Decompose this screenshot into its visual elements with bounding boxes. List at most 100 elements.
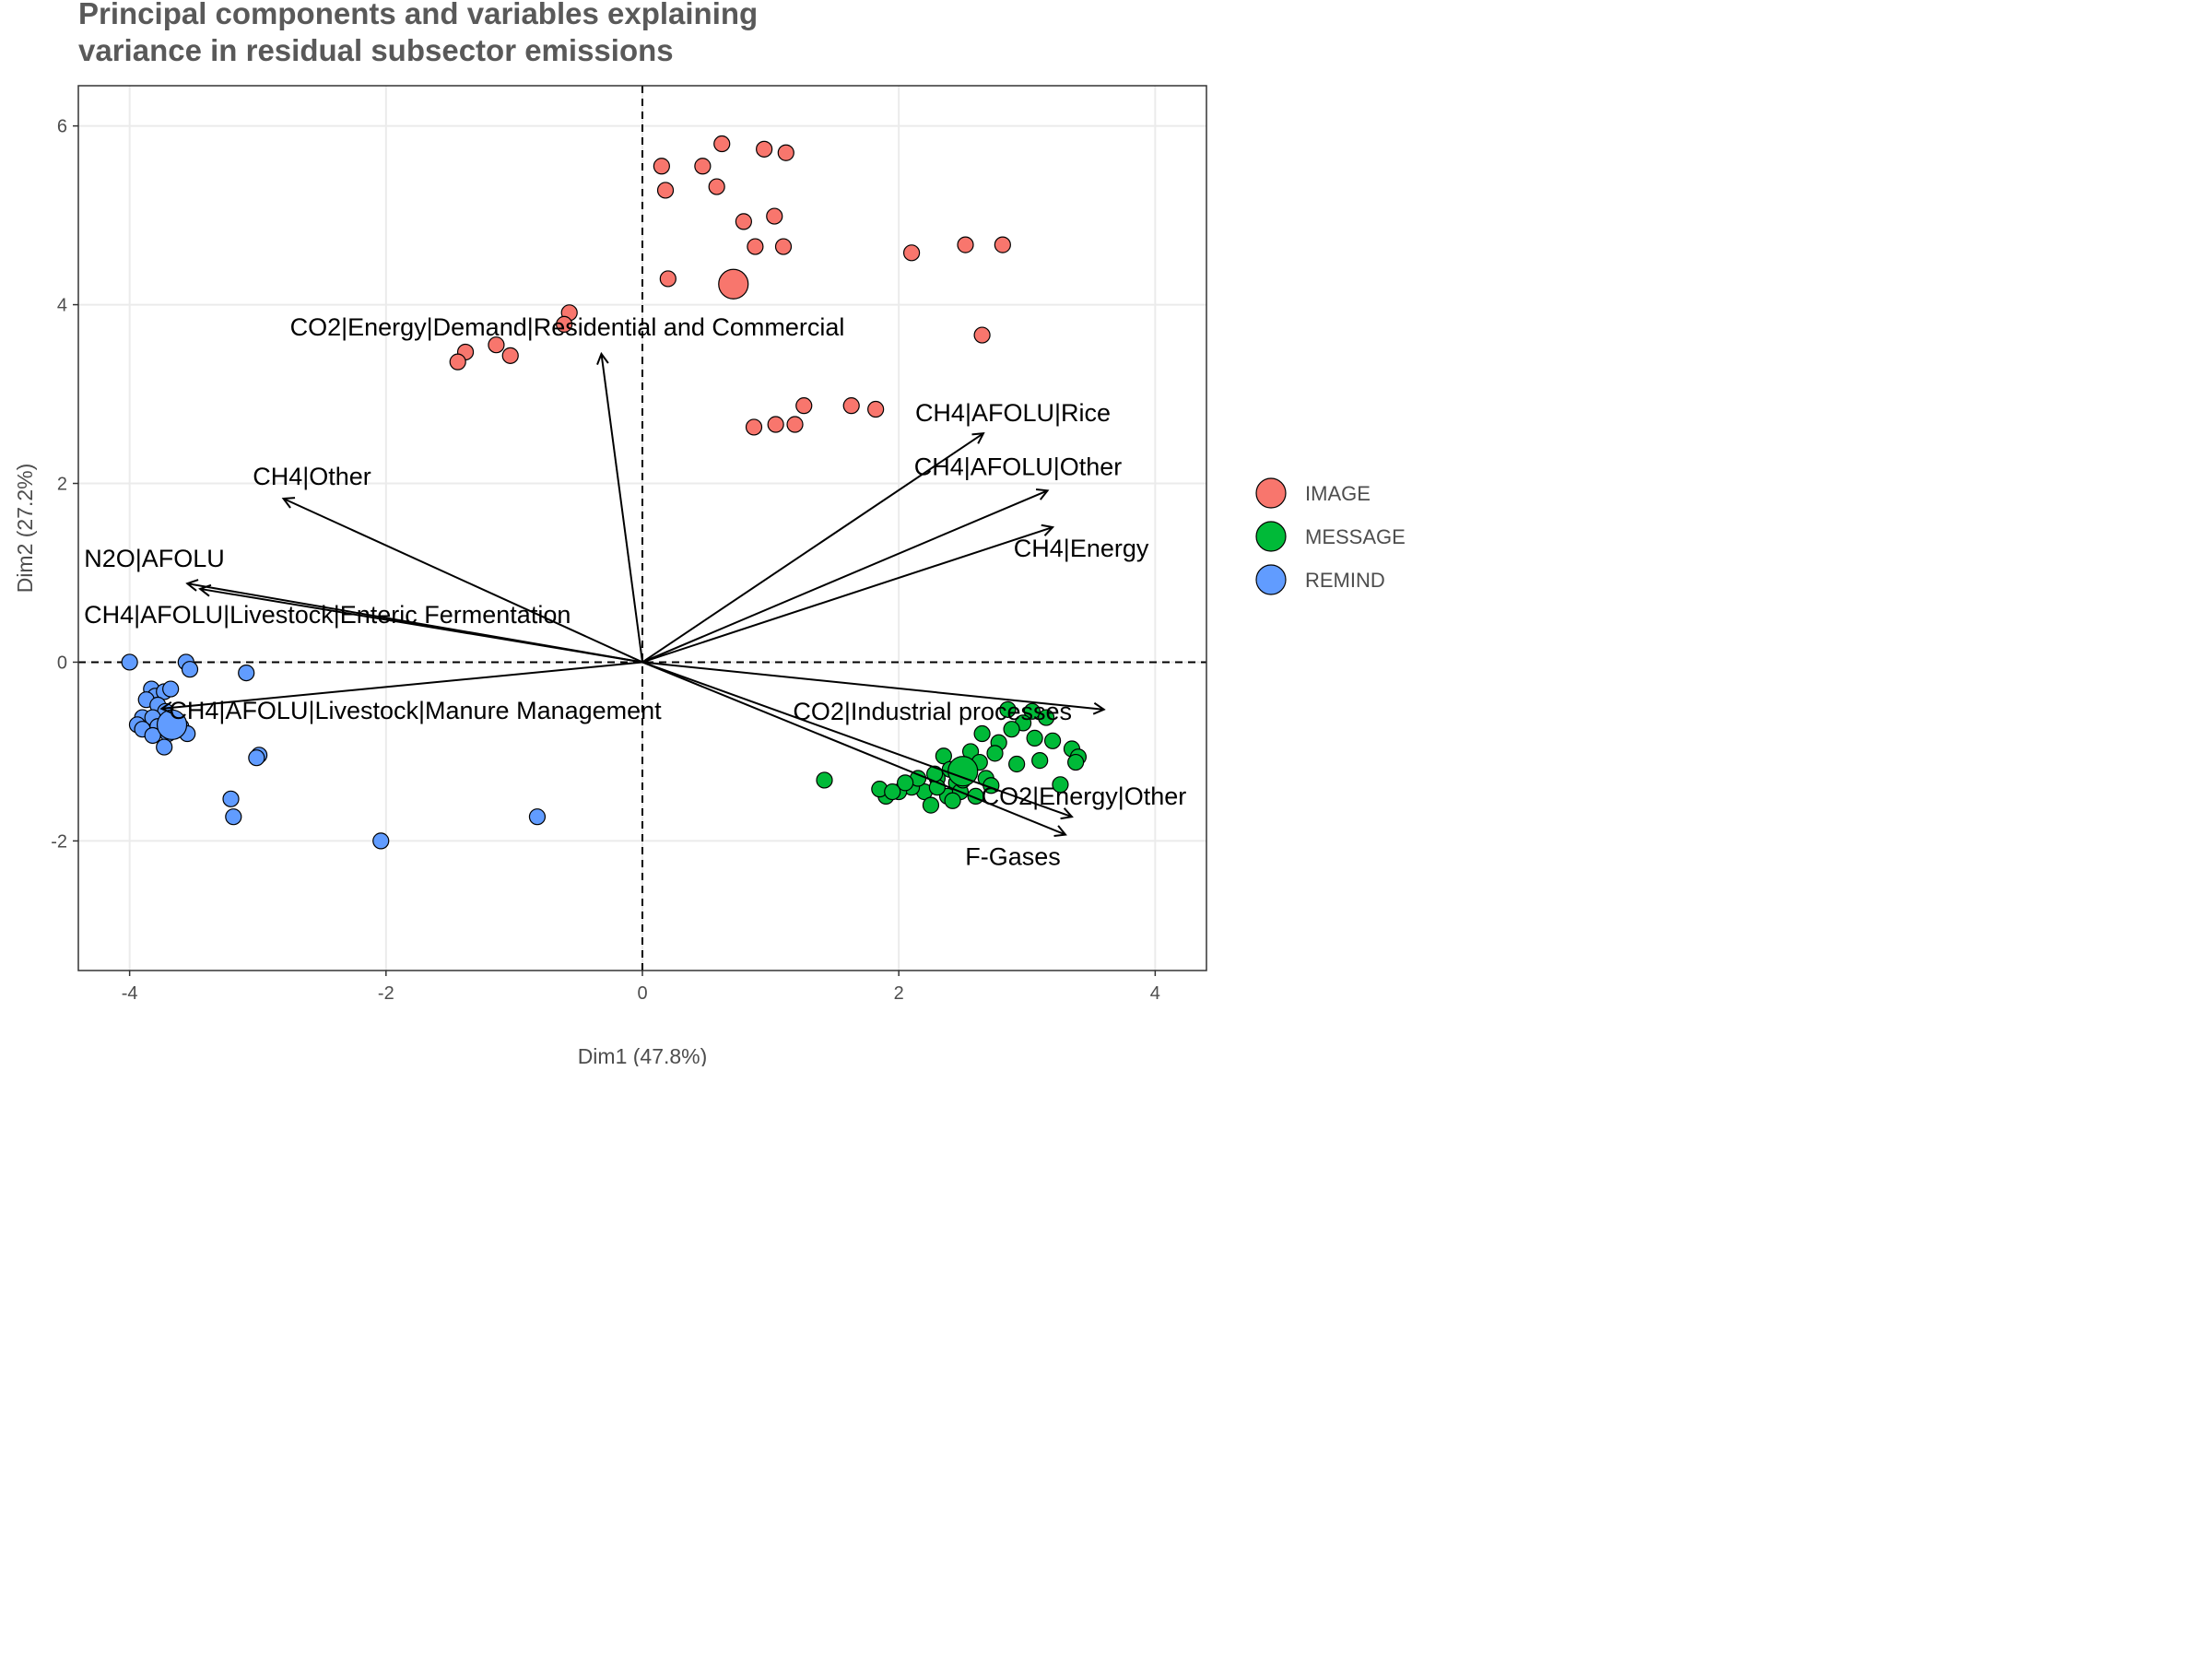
variable-arrow — [601, 354, 643, 663]
data-point — [181, 661, 199, 678]
variable-arrow — [641, 661, 1065, 834]
data-point — [842, 397, 860, 415]
legend-label-image: IMAGE — [1305, 482, 1371, 505]
group-centroid — [947, 756, 979, 787]
data-point — [973, 326, 991, 344]
x-tick-label: 0 — [637, 983, 647, 1004]
variable-labels: CO2|Energy|Demand|Residential and Commer… — [84, 313, 1186, 871]
series-message — [816, 700, 1088, 814]
pca-biplot-svg: Principal components and variables expla… — [13, 0, 1406, 1068]
variable-arrow — [284, 499, 643, 664]
data-point — [248, 749, 265, 767]
data-point — [735, 213, 752, 230]
data-point — [867, 400, 885, 418]
data-point — [222, 790, 240, 807]
data-point — [144, 726, 161, 745]
data-point — [1031, 752, 1049, 770]
data-point — [528, 808, 547, 826]
variable-label: CH4|Other — [253, 463, 371, 490]
pca-biplot-chart: Principal components and variables expla… — [0, 0, 1422, 1068]
data-point — [1043, 732, 1062, 749]
reference-lines — [78, 86, 1206, 971]
series-image — [449, 135, 1011, 436]
variable-arrow — [641, 661, 1072, 817]
data-point — [897, 774, 914, 792]
data-point — [1023, 702, 1041, 720]
data-point — [708, 178, 725, 195]
data-point — [225, 808, 242, 826]
legend-key-image — [1255, 477, 1287, 509]
data-point — [973, 724, 991, 743]
data-point — [766, 207, 783, 225]
data-point — [795, 397, 813, 415]
variable-arrow — [200, 589, 643, 664]
data-point — [488, 336, 505, 354]
data-point — [501, 347, 519, 364]
data-point — [767, 416, 784, 433]
chart-title-line-2: variance in residual subsector emissions — [78, 33, 674, 67]
y-axis-title: Dim2 (27.2%) — [13, 464, 37, 594]
data-point — [156, 738, 173, 756]
y-tick-label: 2 — [57, 475, 67, 495]
x-tick-label: -2 — [378, 983, 394, 1004]
x-tick-label: -4 — [122, 983, 138, 1004]
data-point — [1026, 729, 1043, 747]
variable-arrow — [161, 661, 643, 708]
variable-arrow — [641, 490, 1048, 664]
data-point — [449, 353, 466, 371]
variable-label: CO2|Energy|Other — [982, 782, 1187, 810]
group-centroid — [718, 268, 749, 300]
chart-title-line-1: Principal components and variables expla… — [78, 0, 758, 30]
data-point — [1038, 709, 1055, 726]
data-point — [372, 832, 390, 850]
data-point — [659, 270, 677, 288]
variable-arrow — [641, 527, 1053, 664]
data-point — [1067, 753, 1085, 771]
data-point — [747, 238, 764, 255]
y-tick-label: -2 — [51, 831, 67, 852]
data-point — [121, 653, 138, 671]
data-point — [162, 680, 180, 698]
data-point — [756, 140, 773, 158]
data-point — [986, 745, 1004, 762]
variable-arrow — [641, 433, 983, 664]
data-point — [777, 144, 794, 161]
data-point — [238, 664, 255, 682]
variable-label: CH4|AFOLU|Rice — [915, 399, 1111, 427]
data-point — [884, 782, 901, 801]
legend-label-message: MESSAGE — [1305, 525, 1406, 548]
variable-label: CH4|AFOLU|Livestock|Manure Management — [169, 697, 662, 724]
x-axis-title: Dim1 (47.8%) — [578, 1044, 708, 1066]
variable-arrows — [161, 354, 1103, 835]
y-tick-label: 0 — [57, 653, 67, 673]
legend-key-message — [1255, 521, 1287, 552]
variable-label: CH4|AFOLU|Livestock|Enteric Fermentation — [84, 601, 571, 629]
y-tick-label: 6 — [57, 117, 67, 137]
data-point — [1008, 755, 1026, 773]
series-remind — [121, 653, 547, 850]
x-axis-ticks: -4 -2 0 2 4 — [122, 971, 1160, 1004]
data-point — [957, 236, 974, 253]
data-point — [713, 135, 731, 153]
y-axis-ticks: -2 0 2 4 6 — [51, 117, 78, 852]
variable-label: CH4|AFOLU|Other — [914, 453, 1123, 480]
variable-arrow — [641, 661, 1104, 709]
legend: IMAGE MESSAGE REMIND — [1255, 477, 1406, 595]
data-point — [994, 236, 1011, 253]
data-point — [774, 238, 793, 255]
variable-label: F-Gases — [965, 843, 1061, 871]
variable-label: CO2|Industrial processes — [793, 698, 1072, 725]
data-point — [816, 771, 833, 789]
data-point — [902, 244, 921, 262]
data-point — [556, 315, 573, 334]
data-point — [745, 418, 763, 436]
data-point — [786, 416, 804, 433]
variable-label: N2O|AFOLU — [84, 545, 225, 572]
data-point — [1052, 776, 1069, 794]
x-tick-label: 4 — [1150, 983, 1160, 1004]
legend-key-remind — [1255, 564, 1287, 595]
x-tick-label: 2 — [894, 983, 904, 1004]
data-point — [1003, 721, 1020, 738]
data-point — [944, 792, 961, 809]
variable-label: CH4|Energy — [1014, 535, 1149, 562]
